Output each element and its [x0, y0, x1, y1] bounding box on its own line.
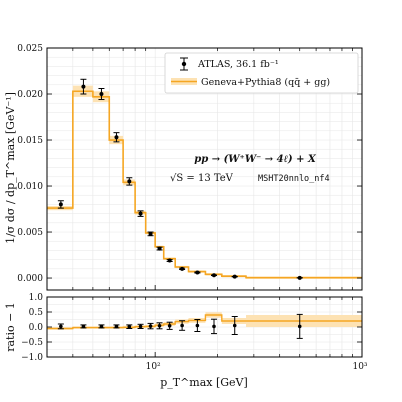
main-data-point: [210, 273, 217, 278]
main-data-point: [166, 258, 173, 263]
ratio-data-point: [210, 318, 217, 335]
ratio-y-axis-label: ratio − 1: [4, 302, 17, 352]
main-data-marker: [180, 266, 185, 271]
ratio-data-marker: [59, 324, 63, 329]
legend-label-geneva: Geneva+Pythia8 (qq̄ + gg): [201, 77, 330, 88]
ratio-data-point: [166, 321, 173, 330]
main-data-marker: [167, 258, 172, 263]
main-y-ticks: 0.000 0.005 0.010 0.015 0.020 0.025: [17, 44, 362, 284]
ratio-data-point: [137, 323, 144, 329]
ratio-data-point: [57, 323, 64, 330]
process-annotation: pp → (W⁺W⁻ → 4ℓ) + X: [194, 154, 317, 165]
main-x-ticks: [72, 48, 363, 290]
main-data-marker: [58, 202, 63, 207]
x-axis-label: p_T^max [GeV]: [160, 376, 248, 389]
main-data-marker: [99, 92, 104, 97]
legend-theory-marker: [171, 78, 197, 85]
main-data-point: [113, 132, 120, 143]
main-y-tick-label: 0.005: [17, 228, 43, 238]
main-data-marker: [138, 211, 143, 216]
main-data-point: [156, 246, 163, 251]
ratio-data-point: [147, 322, 154, 330]
ratio-y-ticks: −1.0 −0.5 0.0 0.5 1.0: [21, 293, 362, 363]
ratio-data-point: [194, 319, 201, 332]
ratio-data-marker: [212, 324, 216, 329]
main-data-marker: [114, 135, 119, 140]
main-data-point: [231, 274, 238, 279]
main-data-point: [179, 266, 186, 271]
ratio-data-point: [126, 324, 133, 329]
main-data-point: [296, 275, 303, 280]
main-y-tick-label: 0.010: [17, 182, 43, 192]
ratio-data-marker: [195, 323, 200, 328]
ratio-x-tick-label: 10³: [352, 362, 367, 372]
ratio-data-points: [57, 313, 303, 339]
ratio-data-marker: [157, 324, 162, 328]
main-panel-frame: [46, 47, 363, 291]
main-y-tick-label: 0.015: [17, 136, 43, 146]
main-data-point: [80, 78, 87, 95]
ratio-data-point: [231, 316, 238, 335]
ratio-y-tick-label: 0.5: [29, 308, 44, 318]
pdf-annotation: MSHT20nnlo_nf4: [258, 174, 330, 184]
ratio-data-marker: [127, 324, 132, 329]
ratio-y-tick-label: −1.0: [21, 353, 43, 363]
legend-label-atlas: ATLAS, 36.1 fb⁻¹: [197, 59, 279, 70]
main-data-point: [57, 200, 64, 209]
main-data-marker: [195, 270, 200, 275]
legend-box: [164, 52, 359, 94]
main-data-point: [147, 231, 154, 237]
ratio-theory-step-line: [47, 314, 362, 330]
ratio-data-marker: [232, 323, 237, 328]
main-data-point: [98, 87, 105, 101]
main-data-marker: [297, 275, 302, 280]
ratio-data-marker: [167, 324, 172, 328]
ratio-panel: −1.0 −0.5 0.0 0.5 1.0 10² 10³: [21, 293, 368, 372]
main-data-marker: [157, 246, 162, 251]
legend-data-marker: [180, 57, 188, 71]
main-data-point: [137, 210, 144, 217]
main-y-tick-label: 0.020: [17, 90, 43, 100]
legend: ATLAS, 36.1 fb⁻¹ Geneva+Pythia8 (qq̄ + g…: [164, 52, 359, 94]
ratio-data-marker: [81, 324, 86, 329]
ratio-x-tick-label: 10²: [146, 362, 161, 372]
ratio-y-tick-label: 0.0: [29, 323, 44, 333]
main-data-marker: [148, 231, 153, 236]
ratio-data-marker: [148, 324, 153, 328]
ratio-data-point: [156, 322, 163, 330]
ratio-data-marker: [297, 324, 302, 329]
main-y-tick-label: 0.025: [17, 44, 43, 54]
main-data-points: [57, 78, 303, 280]
ratio-data-point: [296, 313, 303, 339]
main-data-marker: [127, 179, 132, 184]
main-data-marker: [81, 84, 86, 89]
main-data-point: [194, 270, 201, 275]
ratio-data-point: [98, 324, 105, 329]
ratio-data-point: [179, 320, 186, 331]
main-y-axis-label: 1/σ dσ / dp_T^max [GeV⁻¹]: [4, 92, 17, 244]
ratio-y-tick-label: 1.0: [29, 293, 44, 303]
main-data-marker: [232, 274, 237, 279]
main-data-point: [126, 177, 133, 186]
main-data-marker: [211, 273, 216, 278]
main-y-tick-label: 0.000: [17, 274, 43, 284]
ratio-data-marker: [138, 324, 143, 329]
energy-annotation: √S = 13 TeV: [170, 173, 234, 184]
ratio-data-marker: [180, 323, 184, 328]
ratio-x-ticks: 10² 10³: [72, 297, 368, 372]
ratio-data-point: [80, 324, 87, 329]
ratio-data-marker: [114, 324, 119, 329]
ratio-data-marker: [99, 324, 104, 329]
ratio-y-tick-label: −0.5: [21, 338, 43, 348]
ratio-data-point: [113, 324, 120, 329]
